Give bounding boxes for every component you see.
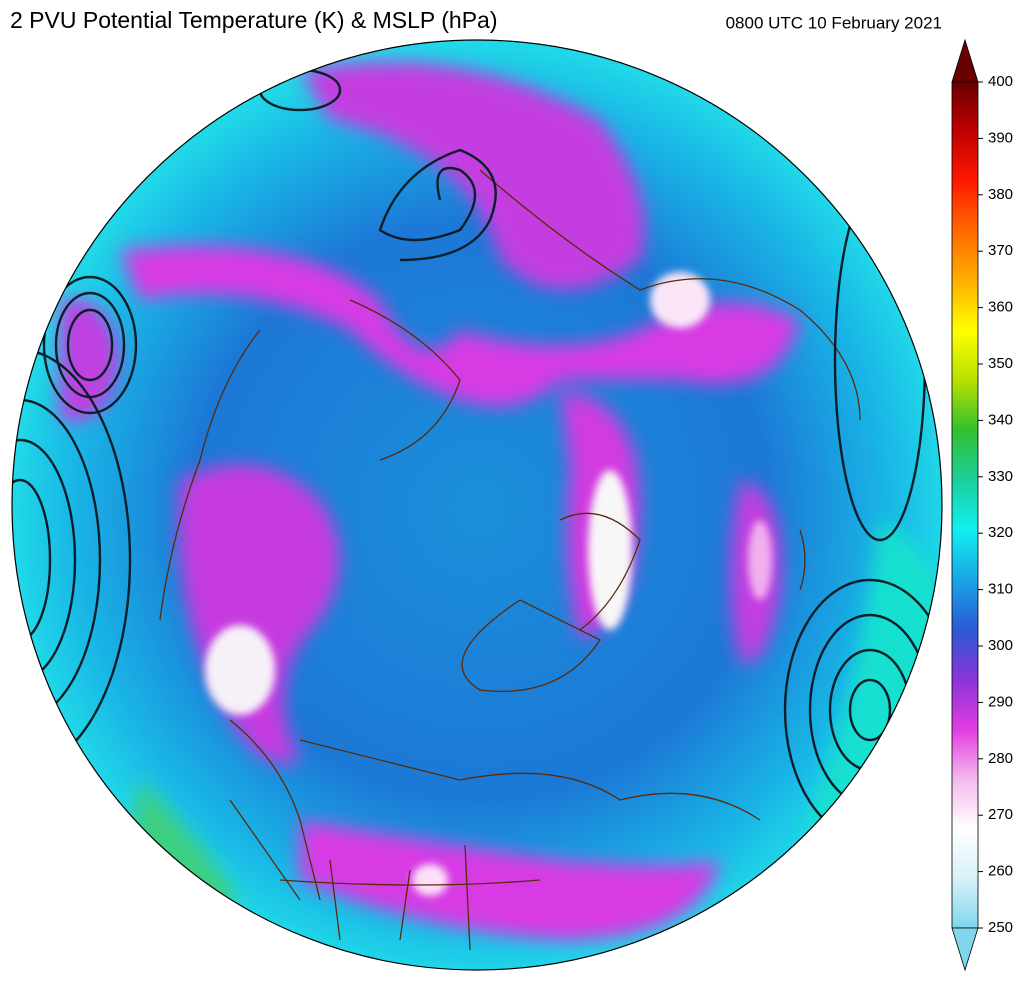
warm-pool xyxy=(205,272,772,896)
coastlines xyxy=(159,169,861,951)
colorbar-tick-label: 260 xyxy=(988,863,1013,880)
colorbar-tick-label: 340 xyxy=(988,411,1013,428)
colorbar-tick-label: 380 xyxy=(988,186,1013,203)
colorbar: 250 260 270 280 290 300 310 320 330 340 350 360 370 3… xyxy=(951,38,1013,972)
valid-time: 0800 UTC 10 February 2021 xyxy=(726,13,942,32)
colorbar-tick-label: 300 xyxy=(988,637,1013,654)
colorbar-tick-label: 350 xyxy=(988,355,1013,372)
colorbar-tick-label: 390 xyxy=(988,129,1013,146)
colorbar-tick-label: 280 xyxy=(988,750,1013,767)
colorbar-fill xyxy=(951,81,979,929)
colorbar-tick-label: 290 xyxy=(988,693,1013,710)
colorbar-tick-label: 400 xyxy=(988,73,1013,90)
colorbar-tick-label: 330 xyxy=(988,468,1013,485)
colorbar-tick-label: 250 xyxy=(988,919,1013,936)
colorbar-tick-label: 270 xyxy=(988,806,1013,823)
colorbar-extend-max xyxy=(951,38,979,83)
colorbar-tick-label: 310 xyxy=(988,581,1013,598)
map-globe xyxy=(12,40,942,970)
colorbar-tick-label: 320 xyxy=(988,524,1013,541)
globe-outline xyxy=(11,39,943,971)
colorbar-tick-label: 360 xyxy=(988,299,1013,316)
title: 2 PVU Potential Temperature (K) & MSLP (… xyxy=(10,7,497,33)
colorbar-tick-label: 370 xyxy=(988,242,1013,259)
colorbar-extend-min xyxy=(951,927,979,972)
